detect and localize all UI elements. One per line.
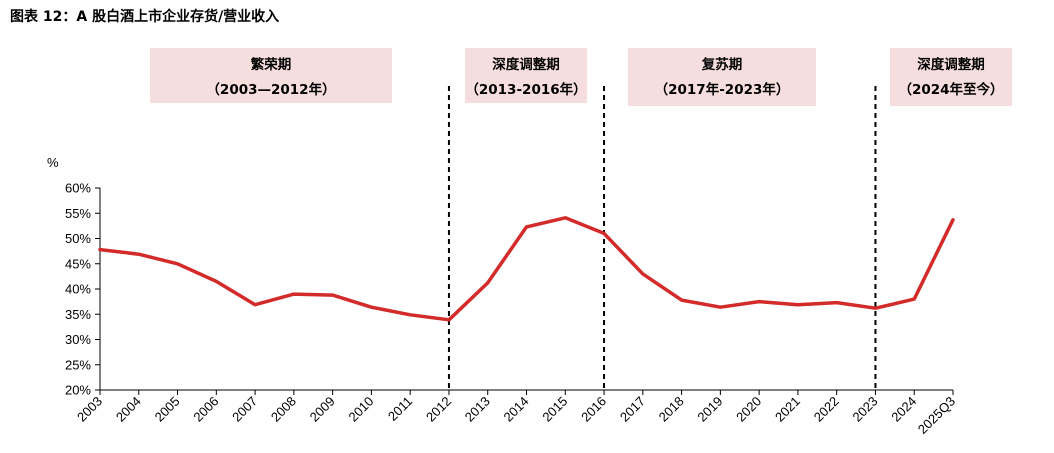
x-tick-label: 2019 [694, 394, 725, 425]
phase-box: 深度调整期 （2013-2016年） [465, 48, 587, 103]
phase-box: 深度调整期 （2024年至今） [890, 48, 1012, 106]
x-tick-label: 2021 [772, 394, 803, 425]
phase-name: 复苏期 [701, 56, 743, 73]
y-tick-label: 30% [65, 332, 91, 347]
y-axis-unit: % [47, 155, 59, 170]
y-tick-label: 45% [65, 256, 91, 271]
y-tick-label: 40% [65, 282, 91, 297]
y-tick-label: 20% [65, 383, 91, 398]
x-tick-label: 2016 [578, 394, 609, 425]
x-tick-label: 2020 [733, 394, 764, 425]
x-tick-label: 2003 [74, 394, 105, 425]
y-tick-label: 25% [65, 357, 91, 372]
x-tick-label: 2015 [539, 394, 570, 425]
x-tick-label: 2005 [152, 394, 183, 425]
x-tick-label: 2008 [268, 394, 299, 425]
x-tick-label: 2022 [811, 394, 842, 425]
phase-box-background [465, 48, 587, 103]
phase-name: 深度调整期 [492, 56, 560, 73]
x-tick-label: 2023 [850, 394, 881, 425]
phase-box-background [150, 48, 392, 103]
phase-box-background [628, 48, 816, 106]
x-tick-label: 2010 [345, 394, 376, 425]
series-layer [98, 216, 955, 322]
x-tick-label: 2007 [229, 394, 260, 425]
x-tick-label: 2014 [501, 394, 532, 425]
phase-box-background [890, 48, 1012, 106]
phase-range: （2017年-2023年） [655, 81, 790, 98]
x-tick-label: 2004 [113, 394, 144, 425]
phase-range: （2024年至今） [898, 81, 1003, 98]
y-tick-label: 35% [65, 307, 91, 322]
phase-range: （2003—2012年） [206, 81, 335, 98]
y-tick-label: 60% [65, 181, 91, 196]
phase-box: 繁荣期 （2003—2012年） [150, 48, 392, 103]
phase-box: 复苏期 （2017年-2023年） [628, 48, 816, 106]
phase-range: （2013-2016年） [465, 81, 586, 98]
phase-dividers [447, 86, 877, 390]
phase-name: 繁荣期 [250, 56, 292, 73]
x-tick-label: 2024 [888, 394, 919, 425]
phase-name: 深度调整期 [917, 56, 985, 73]
axes: 20% 25% 30% 35% 40% 45% 50% 55% 60%% 2003 2004 2005… [47, 155, 958, 437]
x-tick-label: 2025Q3 [915, 394, 958, 437]
y-tick-label: 50% [65, 231, 91, 246]
x-tick-label: 2013 [462, 394, 493, 425]
series-line [98, 216, 955, 322]
y-tick-label: 55% [65, 206, 91, 221]
phase-annotations: 繁荣期 （2003—2012年） 深度调整期 （2013-2016年） 复苏期 （2017… [150, 48, 1012, 106]
x-tick-label: 2006 [190, 394, 221, 425]
x-tick-label: 2012 [423, 394, 454, 425]
x-tick-label: 2009 [307, 394, 338, 425]
figure-title: 图表 12：A 股白酒上市企业存货/营业收入 [10, 9, 280, 25]
x-tick-label: 2018 [656, 394, 687, 425]
x-tick-label: 2011 [385, 394, 415, 424]
x-tick-label: 2017 [617, 394, 648, 425]
